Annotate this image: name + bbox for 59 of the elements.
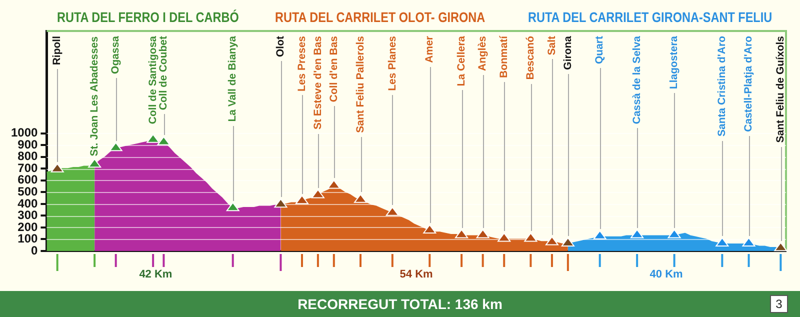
x-tick-label: Les Preses [296, 36, 308, 92]
point [593, 230, 606, 240]
point [354, 194, 367, 203]
text: 40 Km [650, 268, 684, 281]
text: RUTA DEL CARRILET GIRONA-SANT FELIU [528, 9, 772, 25]
point [295, 195, 308, 204]
x-tick-label: Ripoll [51, 36, 64, 66]
x-tick-label: La Cellera [455, 36, 468, 86]
y-tick-label: 600 [18, 172, 38, 187]
text: RECORREGUT TOTAL: 136 km [298, 296, 502, 312]
text: 54 Km [400, 268, 434, 281]
text: RUTA DEL FERRO I DEL CARBÓ [57, 9, 239, 25]
x-tick-label: Olot [274, 35, 287, 57]
point [742, 237, 756, 246]
y-tick-label: 300 [18, 208, 38, 222]
x-tick-label: St. Joan Les Abadesses [88, 36, 100, 156]
y-tick-label: 800 [18, 149, 38, 164]
y-tick-label: 200 [18, 220, 38, 234]
x-tick-label: St Esteve d'en Bas [312, 36, 324, 130]
point [311, 189, 324, 198]
x-tick-label: Coll d'en Bas [328, 36, 340, 102]
text: 3 [770, 295, 788, 313]
text: 42 Km [139, 268, 172, 281]
point [668, 229, 681, 238]
point [716, 237, 729, 246]
x-tick-label: Sant Feliu Pallerols [354, 36, 366, 133]
point [327, 180, 340, 189]
x-tick-label: Amer [424, 36, 436, 63]
x-tick-label: Salt [546, 35, 558, 56]
y-tick-label: 1000 [10, 126, 38, 140]
y-tick-label: 500 [18, 184, 38, 198]
text: RUTA DEL CARRILET OLOT- GIRONA [275, 9, 486, 25]
x-tick-label: Santa Cristina d'Aro [716, 36, 728, 137]
x-tick-label: Sant Feliu de Guíxols [774, 36, 787, 143]
x-tick-label: Coll de Santigosa [146, 36, 159, 124]
x-tick-label: Bescanó [524, 36, 537, 80]
x-tick-label: Coll de Coubet [158, 35, 170, 110]
x-tick-label: Bonmatí [498, 34, 510, 78]
point [455, 229, 468, 238]
x-tick-label: Ogassa [110, 36, 122, 74]
point [476, 229, 490, 238]
x-tick-label: Anglès [476, 36, 489, 72]
point [630, 229, 644, 238]
x-tick-label: Llagostera [668, 36, 680, 90]
y-tick-label: 700 [18, 160, 38, 175]
point [386, 206, 399, 216]
point [524, 232, 538, 242]
x-tick-label: Les Planes [386, 36, 398, 91]
x-tick-label: Castell-Platja d'Aro [742, 36, 755, 132]
y-tick-label: 0 [31, 243, 38, 258]
y-tick-label: 100 [18, 232, 38, 246]
y-tick-label: 400 [18, 196, 38, 210]
x-tick-label: Cassà de la Selva [630, 36, 643, 124]
point [545, 236, 558, 246]
point [498, 232, 511, 242]
x-tick-label: Girona [562, 36, 574, 70]
y-tick-label: 900 [18, 137, 38, 152]
x-tick-label: Quart [594, 35, 606, 64]
x-tick-label: La Vall de Bianya [226, 36, 239, 122]
